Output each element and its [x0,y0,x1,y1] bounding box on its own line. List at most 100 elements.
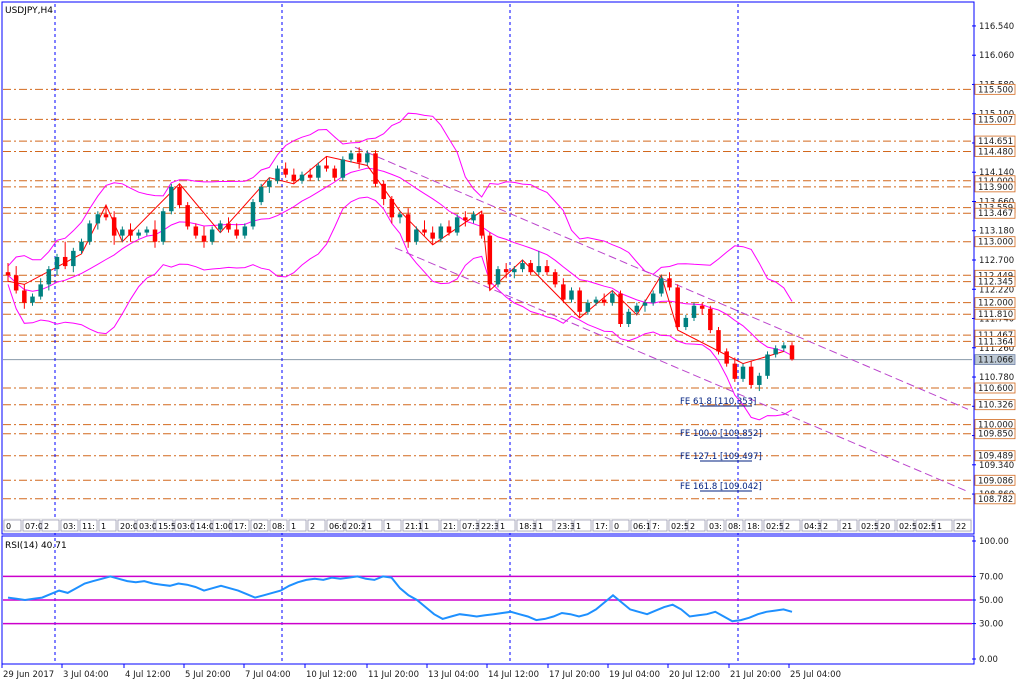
level-price-tag-label: 113.467 [978,209,1013,219]
time-axis-label: 19 Jul 04:00 [609,670,660,680]
candle-body [373,153,378,184]
chart-title: USDJPY,H4 [5,6,53,16]
session-box [630,519,649,532]
candle-body [234,229,239,236]
candle-body [46,269,52,285]
candle-body [454,217,460,233]
session-box [554,519,573,532]
upper-band [7,112,793,302]
session-box [915,519,934,532]
price-axis-label: 114.140 [979,168,1014,178]
session-label: 11: [82,522,95,531]
candle-body [307,174,313,178]
time-axis-label: 21 Jul 20:00 [730,670,781,680]
candle-body [748,366,754,385]
session-box [497,519,516,532]
session-label: 2 [310,522,315,531]
candle-body [250,202,256,227]
session-label: 04:3 [804,522,822,531]
session-label: 1 [424,522,429,531]
session-box [668,519,687,532]
candle-body [389,199,395,218]
candle-body [757,375,762,385]
session-box [136,519,155,532]
lower-band [7,196,793,421]
candle-body [405,214,411,242]
candle-body [422,229,427,233]
time-axis-label: 14 Jul 12:00 [488,670,539,680]
time-axis-label: 5 Jul 20:00 [185,670,231,680]
session-box [459,519,478,532]
rsi-axis-label: 50.00 [979,596,1003,606]
time-axis-label: 25 Jul 04:00 [790,670,841,680]
session-box [934,519,953,532]
level-price-tag [974,146,1016,157]
candle-body [740,366,746,379]
current-price-label: 111.066 [978,356,1013,366]
candle-body [544,266,550,273]
session-box [877,519,896,532]
candle-body [316,165,321,178]
session-box [421,519,440,532]
candle-body [446,226,452,233]
session-box [383,519,402,532]
session-label: 02:50 [899,522,922,531]
candle-body [503,269,509,273]
candle-body [463,217,468,221]
candle-body [348,153,354,160]
session-label: 15:55 [158,522,181,531]
candle-body [765,354,770,376]
price-axis-label: 110.780 [979,373,1014,383]
candle-body [479,214,484,236]
price-axis-label: 116.060 [979,51,1014,61]
price-axis-label: 112.220 [979,285,1014,295]
fib-extension-label: FE 61.8 [110.353] [680,397,756,407]
session-label: 1 [500,522,505,531]
session-label: 22 [956,522,966,531]
time-axis-label: 13 Jul 04:00 [428,670,479,680]
level-price-tag [974,474,1016,486]
level-price-tag-label: 115.007 [978,115,1013,125]
level-price-tag-label: 109.850 [978,430,1013,440]
level-price-tag [974,181,1016,193]
session-box [174,519,193,532]
candle-body [593,299,599,303]
session-label: 1:00 [215,522,233,531]
session-label: 1 [538,522,543,531]
session-box [326,519,345,532]
time-axis-label: 7 Jul 04:00 [245,670,291,680]
session-label: 21: [443,522,456,531]
session-box [687,519,706,532]
time-axis-label: 3 Jul 04:00 [63,670,109,680]
price-axis-label: 112.700 [979,256,1014,266]
candle-body [781,345,787,349]
candle-body [169,186,174,212]
candle-body [438,226,444,239]
session-box [269,519,288,532]
session-label: 03:00 [139,522,162,531]
level-price-tag-label: 111.810 [978,310,1013,320]
session-label: 1 [367,522,372,531]
session-box [288,519,307,532]
candle-body [13,275,19,291]
candle-body [283,168,288,175]
session-box [592,519,611,532]
level-price-tag [974,308,1016,320]
candle-body [144,229,150,233]
candle-body [618,293,623,324]
session-box [478,519,497,532]
candle-body [62,256,68,267]
rsi-axis-label: 0.00 [979,655,998,665]
session-label: 0 [614,522,619,531]
candle-body [397,214,403,218]
fib-extension-label: FE 161.8 [109.042] [680,482,762,492]
candle-body [610,293,615,303]
level-price-tag-label: 112.345 [978,278,1013,288]
session-label: 17: [595,522,608,531]
session-box [858,519,877,532]
candle-body [22,290,27,303]
session-box [155,519,174,532]
level-price-tag-label: 110.600 [978,384,1013,394]
session-label: 22:30 [481,522,504,531]
